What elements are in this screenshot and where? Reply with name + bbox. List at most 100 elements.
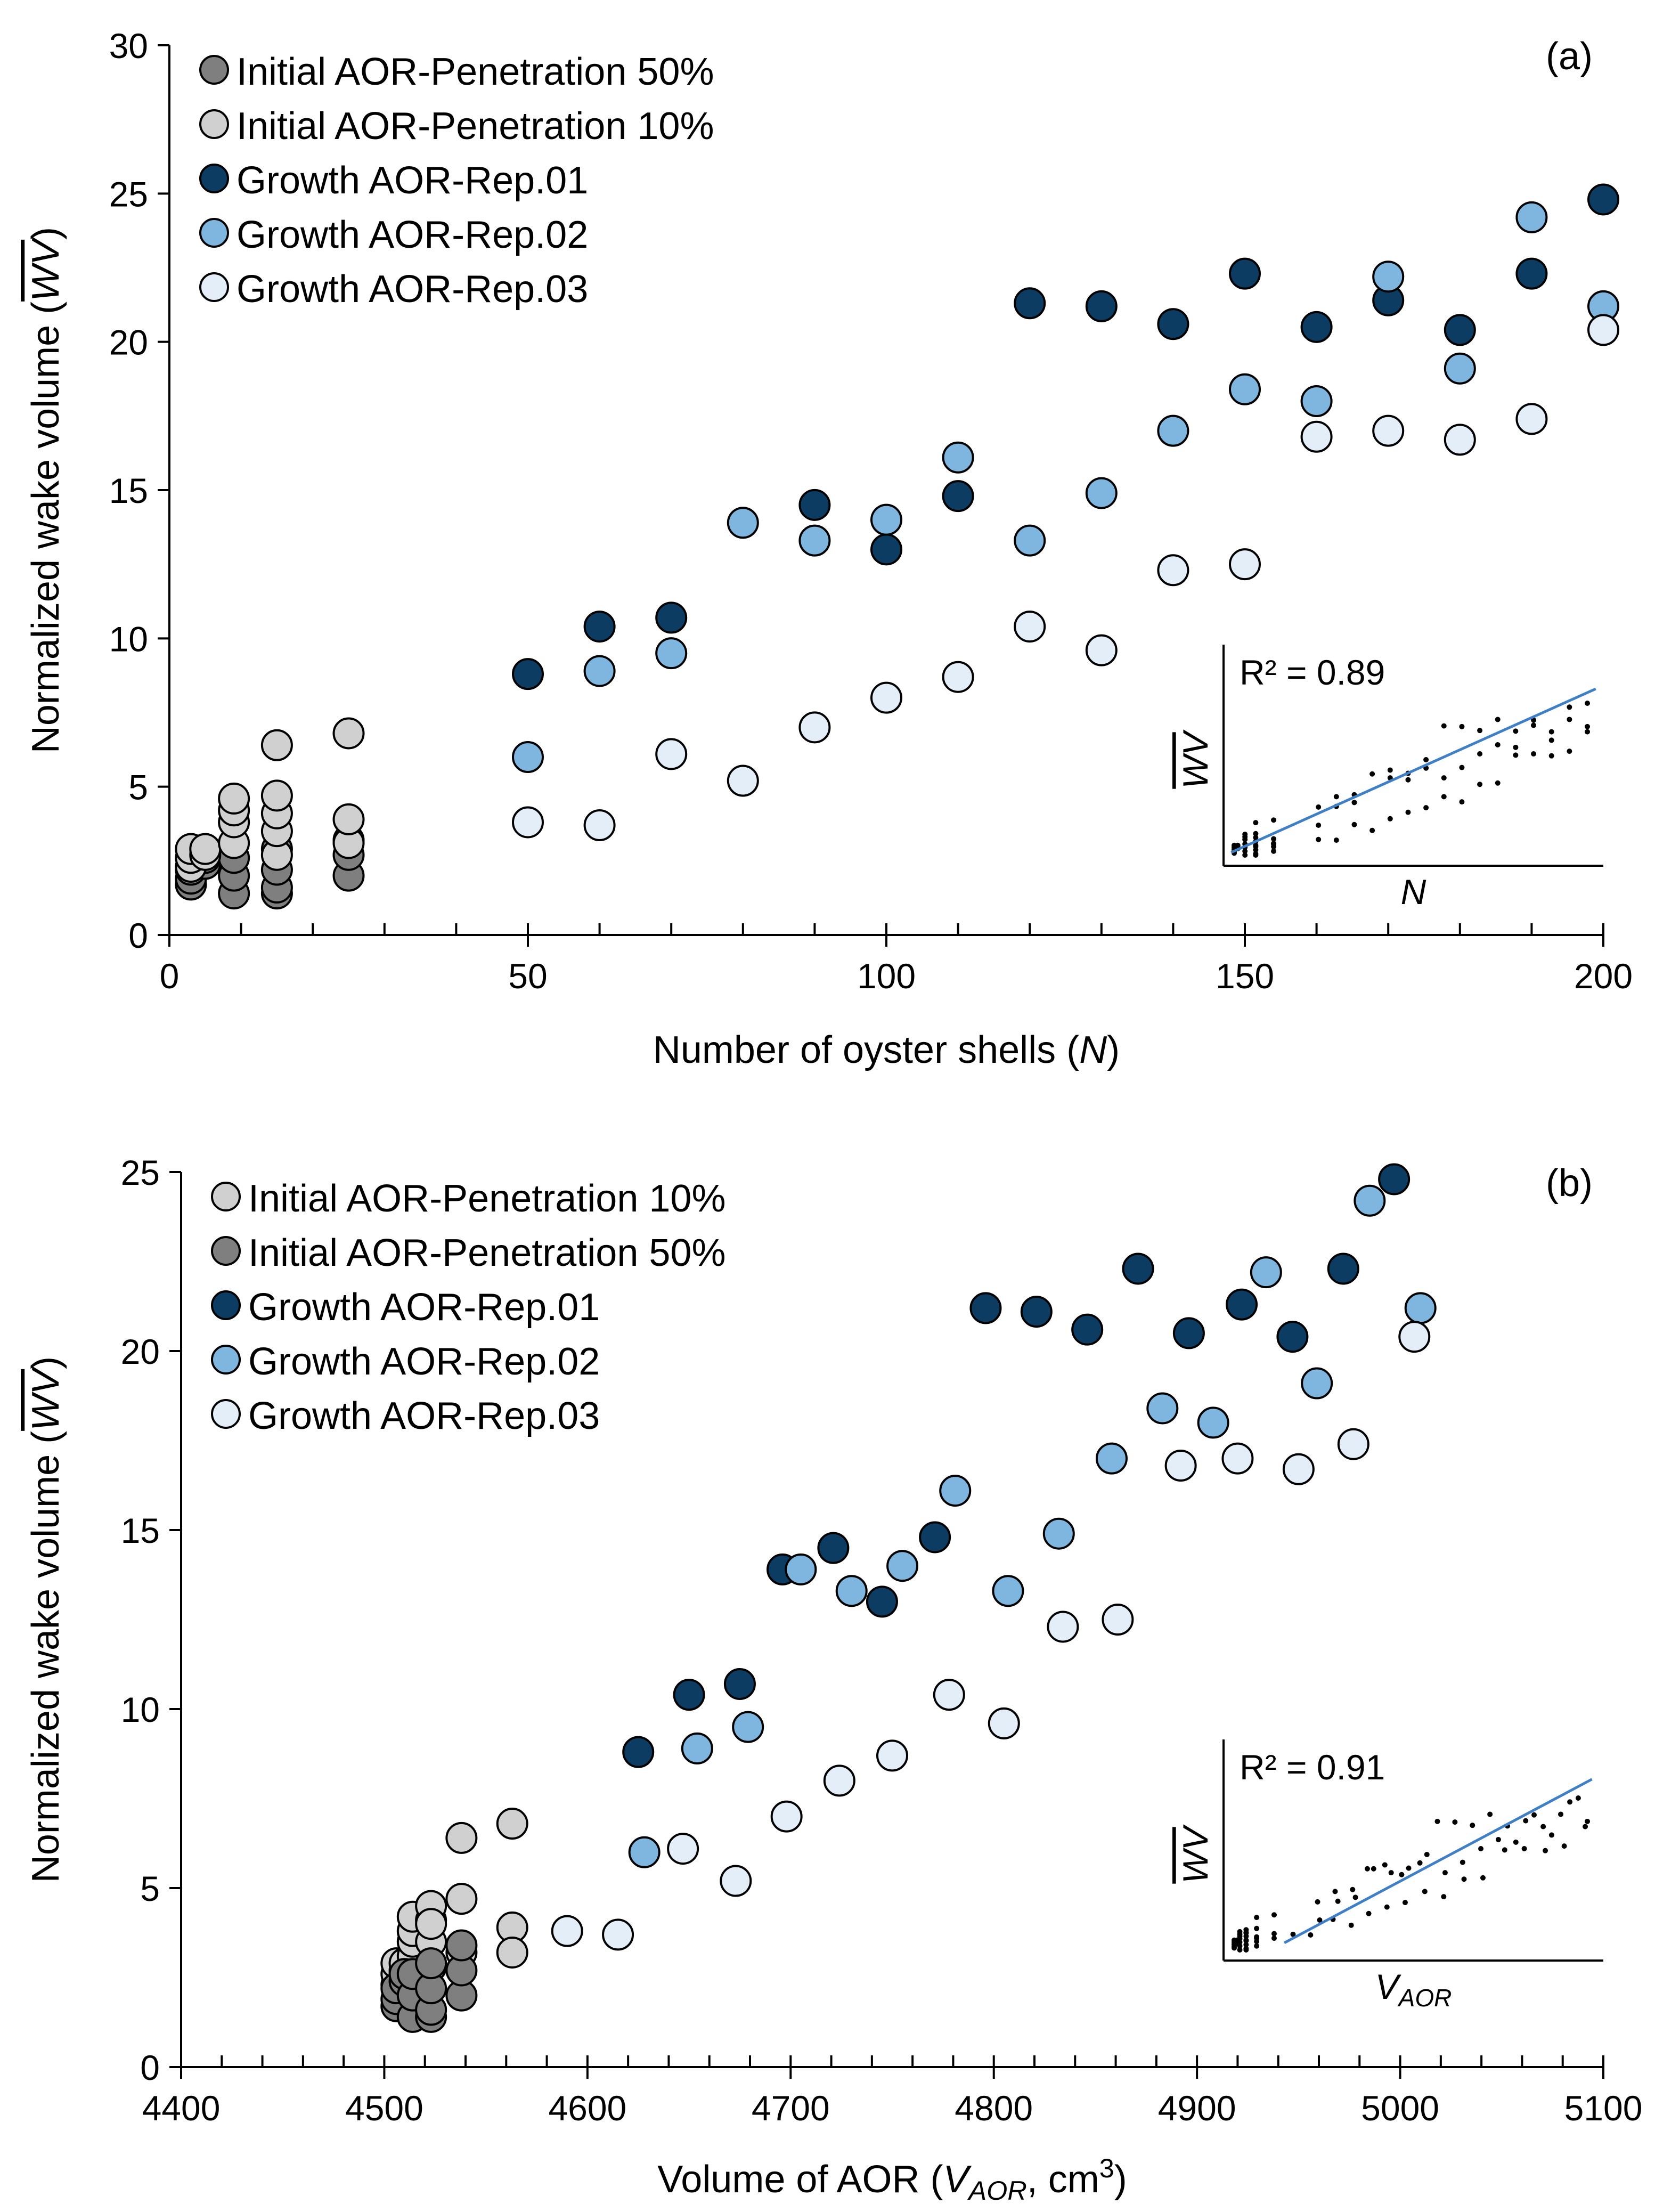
x-axis-title-part: Number of oyster shells ( — [653, 1029, 1079, 1071]
inset-point — [1575, 1795, 1581, 1801]
x-tick-label: 4600 — [548, 2088, 626, 2128]
inset-point — [1470, 1823, 1475, 1828]
inset-point — [1242, 832, 1248, 837]
data-point — [260, 729, 293, 761]
inset-point — [1478, 1846, 1484, 1851]
inset-point — [1242, 848, 1248, 854]
inset-point — [1543, 1848, 1548, 1853]
inset-point — [1253, 835, 1259, 841]
inset-point — [1422, 1889, 1428, 1894]
data-point — [1515, 257, 1548, 290]
y-tick-label: 20 — [121, 1332, 160, 1371]
inset-point — [1567, 717, 1572, 722]
legend-swatch — [211, 1182, 241, 1211]
y-axis-title-part: Normalized wake volume ( — [25, 1431, 67, 1883]
data-point — [988, 1707, 1020, 1739]
inset-point — [1558, 1811, 1564, 1817]
y-axis-title-var: WV — [25, 237, 67, 302]
data-point — [1020, 1296, 1053, 1328]
data-point — [1197, 1406, 1229, 1439]
inset-point — [1243, 1942, 1249, 1948]
inset-point — [1521, 1846, 1527, 1851]
inset-point — [1388, 1870, 1394, 1876]
inset-point — [1271, 1935, 1277, 1941]
inset-point — [1351, 822, 1357, 827]
x-tick-label: 4500 — [345, 2088, 423, 2128]
data-point — [673, 1679, 705, 1711]
y-axis-title-part: Normalized wake volume ( — [25, 302, 67, 753]
inset-point — [1406, 1865, 1412, 1871]
data-point — [942, 441, 974, 474]
x-tick-label: 50 — [508, 956, 547, 996]
data-point — [1301, 1367, 1333, 1400]
inset-x-label-var: V — [1375, 1967, 1402, 2006]
inset-point — [1441, 794, 1447, 800]
x-axis-title-part: Volume of AOR ( — [657, 2158, 943, 2201]
inset-point — [1369, 771, 1375, 777]
data-point — [1300, 311, 1333, 343]
inset-point — [1495, 742, 1501, 747]
legend-label: Growth AOR-Rep.03 — [237, 268, 588, 311]
inset-point — [1459, 723, 1465, 729]
legend-label: Growth AOR-Rep.02 — [248, 1340, 600, 1383]
inset-point — [1332, 1889, 1338, 1894]
inset-point — [1434, 1818, 1440, 1824]
inset-r2-label: R² = 0.91 — [1240, 1747, 1385, 1787]
inset-point — [1384, 1904, 1390, 1910]
data-point — [1444, 352, 1476, 385]
inset-point — [1477, 751, 1483, 757]
data-point — [681, 1732, 713, 1764]
data-point — [1250, 1256, 1282, 1289]
legend-label: Initial AOR-Penetration 50% — [237, 51, 714, 93]
panel-label: (b) — [1546, 1162, 1593, 1205]
inset-point — [1459, 765, 1465, 770]
inset-y-label: WV — [1176, 729, 1215, 788]
inset-point — [1548, 737, 1554, 743]
data-point — [551, 1915, 583, 1947]
data-point — [622, 1736, 655, 1768]
y-tick-label: 15 — [109, 471, 148, 510]
inset-point — [1316, 822, 1322, 828]
data-point — [1164, 1450, 1197, 1482]
data-point — [1276, 1321, 1309, 1353]
inset-point — [1513, 752, 1519, 758]
data-point — [942, 661, 974, 693]
y-tick-label: 0 — [128, 916, 148, 955]
data-point — [1014, 611, 1046, 643]
data-point — [933, 1679, 965, 1711]
data-point — [1102, 1604, 1134, 1636]
data-point — [1085, 290, 1118, 322]
data-point — [727, 507, 759, 539]
data-point — [1378, 1163, 1411, 1196]
data-point — [866, 1585, 898, 1618]
data-point — [1444, 314, 1476, 346]
inset-point — [1548, 1832, 1554, 1838]
x-tick-label: 5100 — [1564, 2088, 1643, 2128]
data-point — [189, 833, 222, 865]
inset-point — [1253, 851, 1259, 857]
data-point — [655, 637, 688, 670]
inset-point — [1567, 1799, 1573, 1805]
inset-point — [1402, 1900, 1408, 1906]
x-axis-title: Volume of AOR (VAOR, cm3) — [657, 2153, 1127, 2206]
data-point — [1229, 257, 1261, 290]
inset-fit-line — [1283, 1778, 1593, 1945]
inset-point — [1523, 1818, 1529, 1824]
legend-label: Growth AOR-Rep.01 — [237, 159, 588, 202]
data-point — [1014, 524, 1046, 557]
legend-swatch — [211, 1236, 241, 1266]
x-axis-title-part: ) — [1114, 2158, 1127, 2201]
legend-label: Initial AOR-Penetration 10% — [237, 105, 714, 148]
data-point — [876, 1739, 908, 1772]
inset-point — [1371, 1866, 1376, 1872]
data-point — [332, 717, 365, 750]
data-point — [1226, 1288, 1258, 1321]
inset-point — [1333, 794, 1339, 800]
x-tick-label: 4400 — [142, 2088, 221, 2128]
y-tick-label: 5 — [128, 768, 148, 807]
inset-point — [1271, 1912, 1277, 1918]
data-point — [1337, 1428, 1369, 1460]
inset-point — [1461, 1876, 1467, 1882]
data-point — [870, 681, 902, 714]
